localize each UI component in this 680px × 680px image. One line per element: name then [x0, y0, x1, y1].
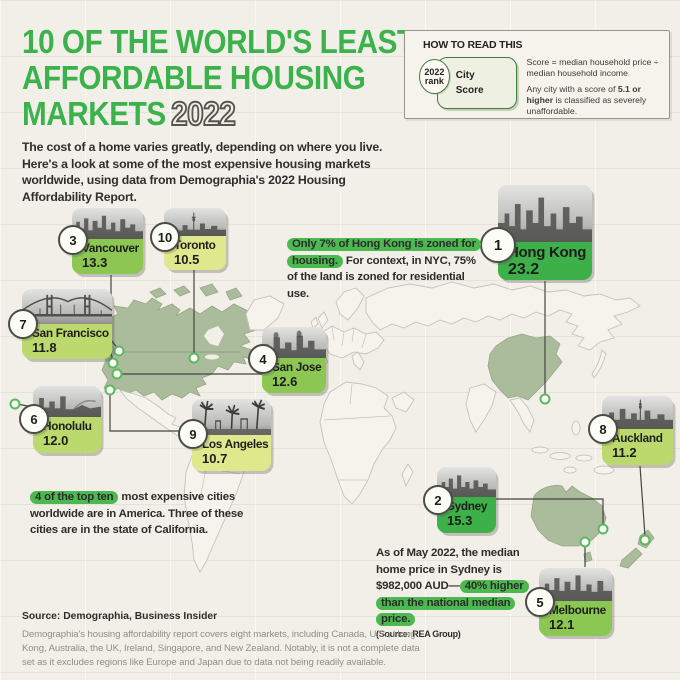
city-score: 15.3 [447, 513, 473, 528]
severely-unaffordable-note: Any city with a score of 5.1 or higher i… [526, 83, 647, 117]
city-card-sydney: 2 Sydney 15.3 [423, 467, 496, 533]
vancouver-marker [113, 345, 125, 357]
rank-badge: 2 [423, 485, 453, 515]
city-name: San Jose [272, 360, 322, 374]
city-score: 10.5 [174, 252, 200, 267]
sydney-annotation-source: (Source: REA Group) [376, 628, 461, 639]
rank-badge: 8 [588, 414, 618, 444]
san-francisco-marker [107, 357, 119, 369]
africa-outline [319, 381, 415, 505]
footnote: Demographia's housing affordability repo… [22, 629, 420, 668]
australia-landmass [530, 485, 607, 563]
melbourne-marker [579, 536, 591, 548]
rank-badge: 9 [178, 419, 208, 449]
melbourne-photo [539, 568, 612, 601]
sample-score-label: Score [455, 85, 484, 96]
title-year: 2022 [170, 95, 237, 133]
city-name: Hong Kong [508, 244, 587, 261]
auckland-marker [639, 534, 651, 546]
rank-badge: 5 [525, 587, 555, 617]
city-name: Honolulu [43, 419, 92, 433]
new-zealand-landmass [619, 529, 655, 569]
title-line-3: MARKETS 2022 [22, 95, 237, 133]
city-score: 12.1 [549, 617, 575, 632]
north-america-landmass [97, 283, 267, 401]
rank-badge: 4 [248, 344, 278, 374]
city-name: Melbourne [549, 603, 606, 617]
city-name: Los Angeles [202, 437, 269, 451]
city-score: 13.3 [82, 255, 108, 270]
city-score: 11.8 [32, 340, 57, 355]
sydney-annotation: As of May 2022, the median home price in… [376, 545, 544, 640]
rank-badge-legend: 2022 rank [419, 59, 450, 94]
city-card-auckland: 8 Auckland 11.2 [588, 396, 673, 465]
city-score: 12.6 [272, 374, 298, 389]
city-card-toronto: 10 Toronto 10.5 [150, 208, 226, 270]
hong-kong-photo [498, 185, 592, 242]
city-name: Toronto [174, 238, 216, 252]
intro-text: The cost of a home varies greatly, depen… [22, 140, 383, 205]
city-score: 10.7 [202, 451, 228, 466]
hong-kong-marker [539, 393, 551, 405]
city-name: Sydney [447, 499, 488, 513]
greenland-outline [245, 295, 285, 331]
city-markers [9, 345, 651, 548]
page-title: 10 OF THE WORLD'S LEAST AFFORDABLE HOUSI… [22, 23, 415, 133]
city-card-los-angeles: 9 Los Angeles 10.7 [178, 399, 271, 471]
city-card-honolulu: 6 Honolulu 12.0 [19, 386, 101, 453]
rank-badge: 6 [19, 404, 49, 434]
rank-badge: 10 [150, 222, 180, 252]
city-name: Auckland [612, 431, 663, 445]
score-formula: Score = median household price ÷ median … [526, 57, 659, 79]
city-name: San Francisco [32, 326, 109, 340]
toronto-marker [188, 352, 200, 364]
los-angeles-marker [104, 384, 116, 396]
city-name: Vancouver [82, 241, 139, 255]
city-card-vancouver: 3 Vancouver 13.3 [58, 208, 143, 274]
china-landmass [487, 333, 563, 401]
honolulu-marker [9, 398, 21, 410]
sample-city-label: City [455, 70, 475, 81]
city-score: 11.2 [612, 445, 637, 460]
america-annotation: 4 of the top ten most expensive cities w… [30, 491, 244, 537]
leader-lines [16, 268, 646, 567]
city-score: 12.0 [43, 433, 69, 448]
title-line-1: 10 OF THE WORLD'S LEAST [22, 23, 415, 60]
rank-badge: 7 [8, 309, 38, 339]
how-to-read-title: HOW TO READ THIS [423, 39, 523, 51]
rank-badge: 3 [58, 225, 88, 255]
city-card-hong-kong: 1 Hong Kong 23.2 [480, 185, 592, 280]
asia-outlines [365, 281, 641, 475]
legend-explanation: Score = median household price ÷ median … [527, 57, 659, 122]
city-card-san-jose: 4 San Jose 12.6 [248, 327, 326, 393]
source-line: Source: Demographia, Business Insider [22, 611, 218, 622]
title-line-2: AFFORDABLE HOUSING [22, 59, 366, 96]
city-card-san-francisco: 7 San Francisco 11.8 [8, 289, 112, 359]
how-to-read-box: HOW TO READ THIS 2022 rank City Score Sco… [404, 30, 670, 119]
sample-card-legend: City Score [436, 57, 517, 109]
city-score: 23.2 [508, 261, 540, 278]
hong-kong-annotation: Only 7% of Hong Kong is zoned for housin… [287, 236, 485, 302]
rank-badge: 1 [480, 227, 516, 263]
san-jose-marker [111, 368, 123, 380]
city-card-melbourne: 5 Melbourne 12.1 [525, 568, 612, 636]
sydney-marker [597, 523, 609, 535]
